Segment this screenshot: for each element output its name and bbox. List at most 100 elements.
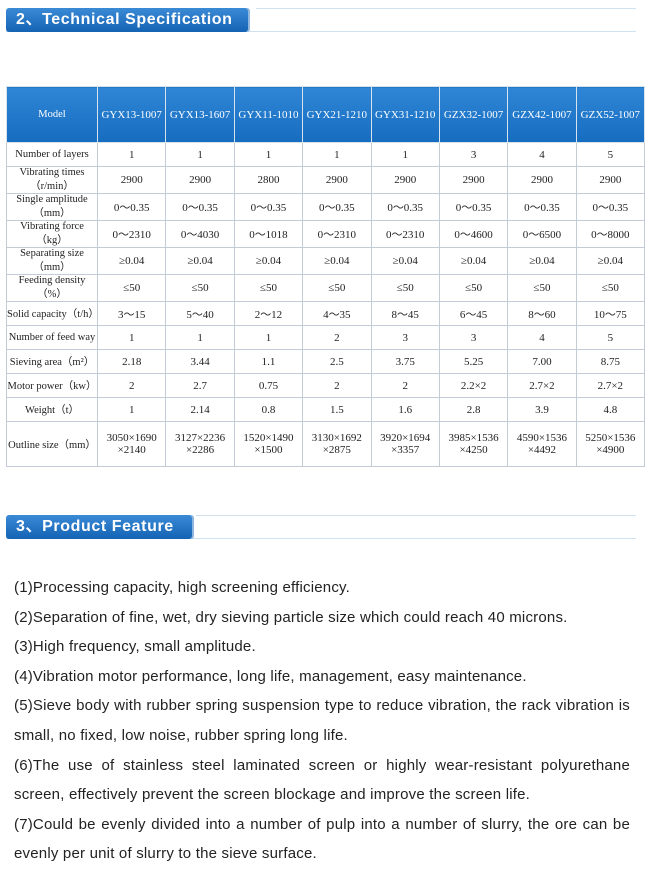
header-cell: Model bbox=[6, 86, 98, 143]
table-cell: 2～12 bbox=[233, 301, 304, 326]
table-row: Feeding density（%） ≤50 ≤50 ≤50 ≤50 ≤50 ≤50 ≤50 ≤… bbox=[6, 274, 646, 302]
table-cell: 2.7×2 bbox=[507, 373, 577, 398]
row-label: Separating size（mm） bbox=[6, 247, 98, 275]
row-label: Solid capacity（t/h） bbox=[6, 301, 99, 326]
table-cell: 2900 bbox=[302, 166, 372, 194]
table-row: Vibrating force（kg） 0～2310 0～4030 0～1018 0～2… bbox=[6, 220, 646, 248]
table-cell: 3985×1536 ×4250 bbox=[438, 421, 509, 467]
spec-table: Model GYX13-1007 GYX13-1607 GYX11-1010 GYX21… bbox=[6, 86, 646, 467]
table-cell: 5 bbox=[575, 325, 646, 350]
table-cell: 2.8 bbox=[438, 397, 509, 422]
table-cell: 2.18 bbox=[96, 349, 167, 374]
table-cell: 1.5 bbox=[302, 397, 372, 422]
table-row: Separating size（mm） ≥0.04 ≥0.04 ≥0.04 ≥0.04 ≥… bbox=[6, 247, 646, 275]
table-cell: 0.8 bbox=[233, 397, 304, 422]
table-cell: ≥0.04 bbox=[438, 247, 509, 275]
table-cell: 3.44 bbox=[165, 349, 235, 374]
feature-item: (6)The use of stainless steel laminated … bbox=[14, 756, 630, 804]
header-cell: GZX32-1007 bbox=[438, 86, 509, 143]
table-cell: 0～0.35 bbox=[507, 193, 577, 221]
table-cell: 0～0.35 bbox=[438, 193, 509, 221]
feature-item: (4)Vibration motor performance, long lif… bbox=[14, 667, 527, 685]
feature-item: (2)Separation of fine, wet, dry sieving … bbox=[14, 608, 568, 626]
header-cell: GYX13-1007 bbox=[96, 86, 167, 143]
table-cell: 0～4600 bbox=[438, 220, 509, 248]
table-cell: ≤50 bbox=[370, 274, 440, 302]
table-cell: 4 bbox=[507, 325, 577, 350]
table-cell: ≥0.04 bbox=[96, 247, 167, 275]
table-cell: 2900 bbox=[96, 166, 167, 194]
header-cell: GYX13-1607 bbox=[165, 86, 235, 143]
cell-line: 1520×1490 bbox=[243, 432, 294, 444]
cell-line: ×2286 bbox=[185, 444, 215, 456]
cell-line: 3920×1694 bbox=[380, 432, 431, 444]
table-cell: 2900 bbox=[165, 166, 235, 194]
table-cell: 1 bbox=[96, 325, 167, 350]
table-cell: 1 bbox=[165, 325, 235, 350]
row-label: Number of feed way bbox=[6, 325, 98, 350]
table-cell: 5 bbox=[575, 142, 646, 167]
cell-line: 4590×1536 bbox=[516, 432, 568, 444]
table-cell: 1 bbox=[165, 142, 235, 167]
table-cell: 2.14 bbox=[165, 397, 235, 422]
table-row: Sieving area（m²） 2.18 3.44 1.1 2.5 3.75 5.25 7.… bbox=[6, 349, 646, 374]
table-cell: 0～0.35 bbox=[96, 193, 167, 221]
table-cell: ≤50 bbox=[575, 274, 646, 302]
feature-list: (1)Processing capacity, high screening e… bbox=[14, 573, 630, 869]
header-row: Model GYX13-1007 GYX13-1607 GYX11-1010 GYX21… bbox=[6, 86, 646, 143]
header-cell: GZX52-1007 bbox=[575, 86, 646, 143]
row-label: Number of layers bbox=[6, 142, 98, 167]
table-cell: 2900 bbox=[370, 166, 440, 194]
table-cell: ≤50 bbox=[302, 274, 372, 302]
table-row: Motor power（kw） 2 2.7 0.75 2 2 2.2×2 2.7×2 2.7×2 bbox=[6, 373, 646, 398]
cell-line: ×3357 bbox=[391, 444, 420, 456]
table-cell: 5.25 bbox=[438, 349, 509, 374]
table-row: Vibrating times（r/min） 2900 2900 2800 2900 29… bbox=[6, 166, 646, 194]
row-label: Feeding density（%） bbox=[6, 274, 98, 302]
table-cell: 0～6500 bbox=[507, 220, 577, 248]
feature-item: (5)Sieve body with rubber spring suspens… bbox=[14, 697, 630, 744]
table-cell: 3 bbox=[370, 325, 440, 350]
table-cell: 0.75 bbox=[233, 373, 304, 398]
section-header: 2、Technical Specification bbox=[6, 8, 636, 32]
table-cell: ≤50 bbox=[507, 274, 577, 302]
table-cell: ≥0.04 bbox=[165, 247, 235, 275]
table-cell: 3.9 bbox=[507, 397, 577, 422]
cell-line: ×2875 bbox=[322, 444, 351, 456]
table-cell: ≥0.04 bbox=[302, 247, 372, 275]
table-cell: 0～2310 bbox=[370, 220, 440, 248]
section-header: 3、Product Feature bbox=[6, 515, 636, 539]
table-cell: 0～0.35 bbox=[165, 193, 235, 221]
table-row: Number of layers 1 1 1 1 1 3 4 5 bbox=[6, 142, 646, 167]
table-cell: 3 bbox=[438, 325, 509, 350]
table-cell: 1 bbox=[302, 142, 372, 167]
feature-item: (1)Processing capacity, high screening e… bbox=[14, 579, 350, 596]
table-cell: 7.00 bbox=[507, 349, 577, 374]
cell-line: 3127×2236 bbox=[174, 432, 226, 444]
table-cell: ≥0.04 bbox=[370, 247, 440, 275]
table-cell: 1 bbox=[96, 142, 167, 167]
row-label: Weight（t） bbox=[6, 397, 98, 422]
table-cell: 2.7 bbox=[165, 373, 235, 398]
table-cell: ≥0.04 bbox=[507, 247, 577, 275]
feature-item: (7)Could be evenly divided into a number… bbox=[14, 815, 630, 863]
table-cell: ≤50 bbox=[233, 274, 304, 302]
table-cell: 1 bbox=[96, 397, 167, 422]
header-cell: GZX42-1007 bbox=[507, 86, 577, 143]
table-cell: 0～1018 bbox=[233, 220, 304, 248]
table-cell: 3130×1692 ×2875 bbox=[302, 421, 372, 467]
table-cell: ≥0.04 bbox=[575, 247, 646, 275]
table-cell: 1 bbox=[233, 325, 304, 350]
table-cell: 2900 bbox=[438, 166, 509, 194]
table-cell: 1 bbox=[370, 142, 440, 167]
table-cell: 3050×1690 ×2140 bbox=[96, 421, 167, 467]
table-cell: 10～75 bbox=[575, 301, 646, 326]
table-cell: 2 bbox=[370, 373, 440, 398]
section-title: 2、Technical Specification bbox=[6, 8, 248, 32]
cell-line: 3985×1536 bbox=[448, 432, 499, 444]
table-row: Number of feed way 1 1 1 2 3 3 4 5 bbox=[6, 325, 646, 350]
cell-line: ×2140 bbox=[117, 444, 146, 456]
table-cell: 0～0.35 bbox=[370, 193, 440, 221]
row-label: Sieving area（m²） bbox=[6, 349, 98, 374]
